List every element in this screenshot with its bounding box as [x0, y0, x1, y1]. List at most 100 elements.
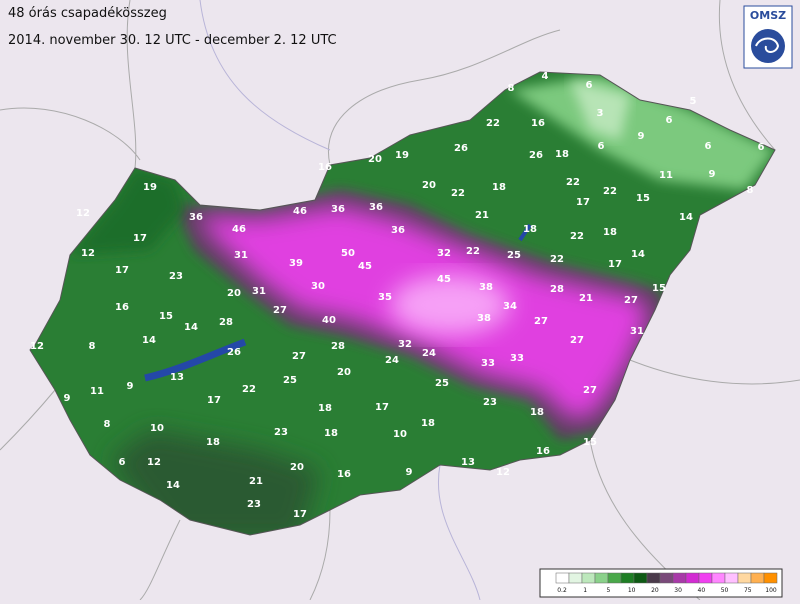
station-value: 10 [150, 423, 164, 434]
station-value: 36 [331, 204, 345, 215]
station-value: 27 [624, 295, 638, 306]
station-value: 14 [631, 249, 645, 260]
legend: 0.2 1 5 10 20 30 40 50 75 100 [539, 568, 783, 598]
station-value: 22 [486, 118, 500, 129]
station-value: 18 [523, 224, 537, 235]
legend-tick-label: 20 [651, 587, 659, 594]
station-value: 18 [421, 418, 435, 429]
station-value: 9 [709, 169, 716, 180]
station-value: 9 [638, 131, 645, 142]
station-value: 14 [679, 212, 693, 223]
station-value: 8 [508, 83, 515, 94]
legend-swatch [685, 572, 700, 584]
station-value: 24 [422, 348, 436, 359]
station-value: 24 [385, 355, 399, 366]
station-value: 9 [127, 381, 134, 392]
station-value: 27 [273, 305, 287, 316]
station-value: 31 [234, 250, 248, 261]
station-value: 22 [242, 384, 256, 395]
station-value: 50 [341, 248, 355, 259]
legend-swatch [620, 572, 635, 584]
station-value: 8 [104, 419, 111, 430]
legend-swatch [607, 572, 622, 584]
station-value: 20 [290, 462, 304, 473]
station-value: 27 [292, 351, 306, 362]
station-value: 17 [115, 265, 129, 276]
station-value: 31 [252, 286, 266, 297]
station-value: 8 [747, 185, 754, 196]
station-value: 15 [652, 283, 666, 294]
legend-swatch [555, 572, 570, 584]
station-value: 20 [337, 367, 351, 378]
station-value: 26 [454, 143, 468, 154]
station-value: 35 [378, 292, 392, 303]
station-value: 38 [479, 282, 493, 293]
station-value: 17 [293, 509, 307, 520]
legend-swatch [698, 572, 713, 584]
station-value: 12 [76, 208, 90, 219]
station-values: 19 12 17 12 17 23 16 15 14 12 8 14 28 26 13 9 11 9 17 22 8 10… [30, 71, 764, 520]
station-value: 8 [89, 341, 96, 352]
legend-swatch [581, 572, 596, 584]
legend-tick-label: 5 [607, 587, 611, 594]
station-value: 28 [331, 341, 345, 352]
station-value: 26 [227, 347, 241, 358]
station-value: 15 [159, 311, 173, 322]
station-value: 22 [566, 177, 580, 188]
station-value: 12 [81, 248, 95, 259]
station-value: 39 [289, 258, 303, 269]
station-value: 13 [170, 372, 184, 383]
station-value: 23 [169, 271, 183, 282]
station-value: 16 [337, 469, 351, 480]
station-value: 6 [598, 141, 605, 152]
station-value: 21 [579, 293, 593, 304]
legend-tick-label: 75 [744, 587, 752, 594]
station-value: 26 [529, 150, 543, 161]
station-value: 18 [318, 403, 332, 414]
station-value: 27 [583, 385, 597, 396]
station-value: 22 [451, 188, 465, 199]
station-value: 4 [542, 71, 549, 82]
station-value: 11 [90, 386, 104, 397]
station-value: 31 [630, 326, 644, 337]
station-value: 17 [608, 259, 622, 270]
station-value: 32 [398, 339, 412, 350]
station-value: 6 [586, 80, 593, 91]
lake-balaton [144, 338, 247, 382]
legend-tick-label: 1 [583, 587, 587, 594]
station-value: 18 [603, 227, 617, 238]
station-value: 13 [461, 457, 475, 468]
station-value: 14 [184, 322, 198, 333]
station-value: 16 [318, 162, 332, 173]
station-value: 19 [395, 150, 409, 161]
station-value: 16 [531, 118, 545, 129]
station-value: 17 [133, 233, 147, 244]
station-value: 20 [368, 154, 382, 165]
station-value: 38 [477, 313, 491, 324]
station-value: 18 [530, 407, 544, 418]
station-value: 16 [115, 302, 129, 313]
station-value: 20 [227, 288, 241, 299]
station-value: 14 [142, 335, 156, 346]
station-value: 21 [475, 210, 489, 221]
legend-tick-label: 40 [698, 587, 706, 594]
station-value: 9 [406, 467, 413, 478]
station-value: 23 [247, 499, 261, 510]
station-value: 46 [232, 224, 246, 235]
station-value: 14 [166, 480, 180, 491]
station-value: 22 [570, 231, 584, 242]
station-value: 10 [393, 429, 407, 440]
legend-swatch [672, 572, 687, 584]
station-value: 28 [550, 284, 564, 295]
station-value: 5 [690, 96, 697, 107]
station-value: 15 [636, 193, 650, 204]
station-value: 18 [492, 182, 506, 193]
station-value: 23 [274, 427, 288, 438]
station-value: 22 [550, 254, 564, 265]
legend-swatch [737, 572, 752, 584]
station-value: 40 [322, 315, 336, 326]
station-value: 19 [143, 182, 157, 193]
station-value: 27 [534, 316, 548, 327]
